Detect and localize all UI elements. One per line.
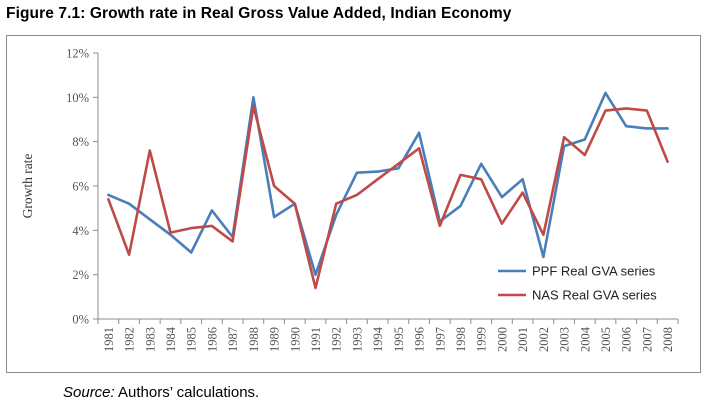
x-tick-label: 2006 (620, 327, 634, 352)
x-tick-label: 2004 (578, 326, 592, 352)
y-axis-title: Growth rate (20, 154, 35, 219)
source-text: Authors’ calculations. (114, 384, 260, 401)
x-tick-label: 1983 (143, 327, 157, 352)
x-tick-label: 1993 (350, 327, 364, 352)
x-tick-label: 2007 (640, 327, 654, 352)
x-tick-label: 1991 (309, 327, 323, 352)
x-tick-label: 1996 (413, 327, 427, 352)
x-tick-label: 2002 (537, 327, 551, 352)
y-tick-label: 0% (72, 313, 89, 327)
x-tick-label: 1981 (102, 327, 116, 352)
x-tick-label: 1994 (371, 326, 385, 352)
x-tick-label: 1984 (164, 326, 178, 352)
chart-frame: 0% 2% 4% 6% 8% 10% 12% 1981 1982 1983 1984 1985 1986… (6, 35, 701, 373)
source-note: Source: Authors’ calculations. (63, 384, 259, 401)
y-tick-label: 4% (72, 224, 89, 238)
x-tick-label: 1982 (123, 327, 137, 352)
y-tick-label: 12% (66, 47, 89, 61)
figure-title: Figure 7.1: Growth rate in Real Gross Va… (6, 5, 512, 22)
series-line-ppf (107, 91, 669, 276)
x-tick-label: 1986 (205, 327, 219, 352)
x-tick-label: 2005 (599, 327, 613, 352)
x-tick-label: 1988 (247, 327, 261, 352)
x-tick-label: 1985 (185, 327, 199, 352)
x-tick-label: 1989 (268, 327, 282, 352)
series-line-nas (107, 104, 669, 290)
legend-label: NAS Real GVA series (532, 288, 657, 303)
x-tick-label: 2000 (495, 327, 509, 352)
x-tick-label: 1992 (330, 327, 344, 352)
x-tick-label: 1999 (475, 327, 489, 352)
source-label: Source: (63, 384, 115, 401)
y-tick-label: 6% (72, 180, 89, 194)
legend-label: PPF Real GVA series (532, 264, 656, 279)
x-tick-label: 2003 (558, 327, 572, 352)
x-tick-label: 2008 (661, 327, 675, 352)
x-tick-label: 1987 (226, 327, 240, 352)
y-tick-label: 2% (72, 268, 89, 282)
x-tick-label: 1998 (454, 327, 468, 352)
x-tick-label: 1995 (392, 327, 406, 352)
y-tick-label: 10% (66, 91, 89, 105)
x-tick-label: 1990 (288, 327, 302, 352)
x-tick-label: 1997 (433, 327, 447, 352)
x-tick-label: 2001 (516, 327, 530, 352)
y-tick-label: 8% (72, 135, 89, 149)
line-chart: 0% 2% 4% 6% 8% 10% 12% 1981 1982 1983 1984 1985 1986… (20, 47, 679, 352)
